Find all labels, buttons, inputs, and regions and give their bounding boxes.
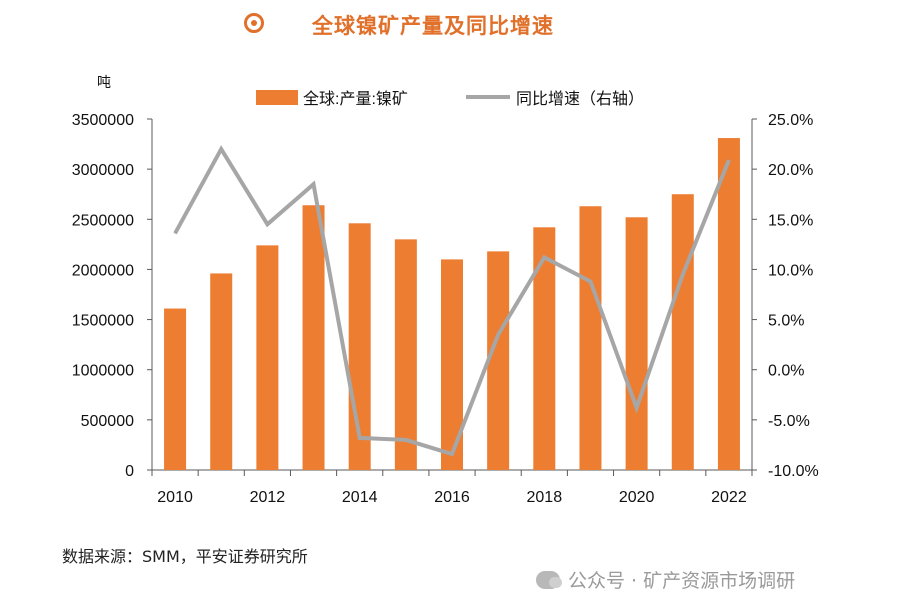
- bar-2022: [717, 138, 740, 470]
- bar-2021: [671, 194, 694, 470]
- growth-point-2017: [497, 334, 499, 336]
- left-tick-label: 0: [125, 463, 134, 480]
- watermark: 公众号 · 矿产资源市场调研: [536, 566, 795, 593]
- chart-title-bar: 全球镍矿产量及同比增速: [0, 8, 898, 48]
- bar-2011: [210, 273, 233, 470]
- right-tick-label: 5.0%: [768, 313, 804, 330]
- legend-label-bar: 全球:产量:镍矿: [303, 90, 408, 108]
- growth-point-2010: [174, 232, 176, 234]
- target-icon: [244, 13, 264, 33]
- right-tick-label: -5.0%: [768, 413, 810, 430]
- legend-swatch-bar: [256, 90, 298, 105]
- left-axis-unit: 吨: [97, 74, 111, 90]
- left-tick-label: 500000: [81, 413, 134, 430]
- bar-2012: [256, 245, 279, 470]
- left-tick-label: 1000000: [72, 363, 134, 380]
- growth-point-2014: [359, 437, 361, 439]
- bar-2018: [533, 227, 556, 470]
- wechat-icon: [536, 571, 562, 589]
- left-tick-label: 3500000: [72, 112, 134, 129]
- growth-point-2016: [451, 453, 453, 455]
- bar-2010: [164, 308, 187, 470]
- right-tick-label: 10.0%: [768, 262, 813, 279]
- right-tick-label: 15.0%: [768, 212, 813, 229]
- growth-point-2012: [266, 223, 268, 225]
- x-tick-label: 2014: [342, 489, 378, 506]
- bars-layer: [164, 138, 740, 470]
- right-tick-label: 25.0%: [768, 112, 813, 129]
- growth-point-2020: [636, 407, 638, 409]
- line-layer: [173, 145, 731, 457]
- x-tick-label: 2022: [711, 489, 747, 506]
- watermark-text: 公众号 · 矿产资源市场调研: [568, 570, 796, 592]
- source-note: 数据来源：SMM，平安证券研究所: [62, 547, 308, 566]
- right-tick-label: -10.0%: [768, 463, 819, 480]
- bar-2019: [579, 206, 602, 470]
- left-tick-label: 2000000: [72, 262, 134, 279]
- x-tick-label: 2016: [434, 489, 470, 506]
- growth-point-2021: [682, 273, 684, 275]
- axes-layer: 3500000 3000000 2500000 2000000 1500000 10000…: [72, 74, 819, 506]
- growth-point-2013: [313, 183, 315, 185]
- legend-label-line: 同比增速（右轴）: [516, 90, 644, 108]
- chart-title: 全球镍矿产量及同比增速: [312, 14, 554, 38]
- left-tick-label: 3000000: [72, 162, 134, 179]
- bar-2017: [487, 251, 510, 470]
- growth-point-2011: [220, 148, 222, 150]
- left-tick-label: 2500000: [72, 212, 134, 229]
- right-tick-label: 20.0%: [768, 162, 813, 179]
- x-tick-label: 2020: [619, 489, 655, 506]
- growth-point-2015: [405, 439, 407, 441]
- legend-layer: 全球:产量:镍矿 同比增速（右轴）: [256, 90, 644, 108]
- x-tick-label: 2018: [527, 489, 563, 506]
- bar-2013: [302, 205, 325, 470]
- right-tick-label: 0.0%: [768, 363, 804, 380]
- bar-2015: [394, 239, 417, 470]
- growth-point-2018: [543, 256, 545, 258]
- growth-point-2022: [728, 159, 730, 161]
- bar-2016: [441, 259, 463, 470]
- left-tick-label: 1500000: [72, 313, 134, 330]
- x-tick-label: 2010: [157, 489, 193, 506]
- bar-2020: [625, 217, 648, 470]
- x-tick-label: 2012: [250, 489, 286, 506]
- growth-point-2019: [589, 280, 591, 282]
